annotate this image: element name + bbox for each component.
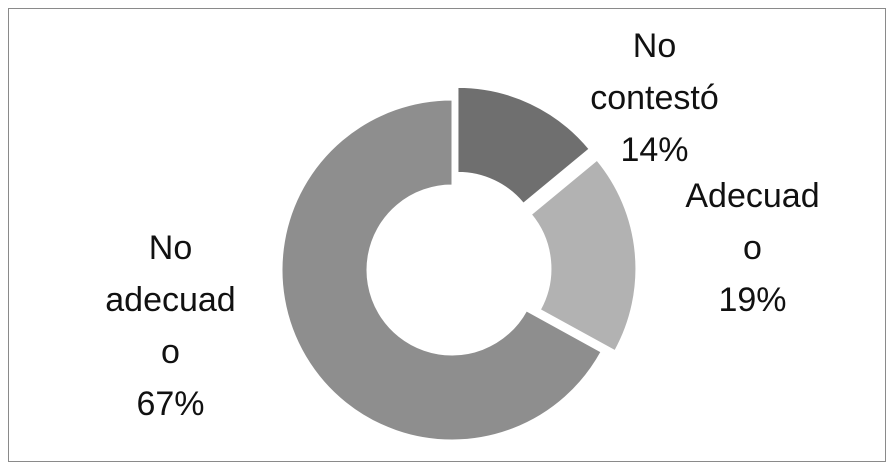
value-label: 19% [718,281,787,319]
data-label: No adecuado 67% [98,222,243,430]
value-label: 67% [136,385,205,423]
category-label: No adecuado [105,229,236,371]
donut-slice [530,159,637,352]
donut-slice [457,86,590,204]
data-label: Adecuado 19% [680,170,825,326]
data-label: No contestó 14% [582,20,727,176]
donut-slice [281,99,602,441]
category-label: Adecuado [685,177,820,267]
value-label: 14% [620,131,689,169]
chart-frame [8,8,886,462]
category-label: No contestó [590,27,719,117]
